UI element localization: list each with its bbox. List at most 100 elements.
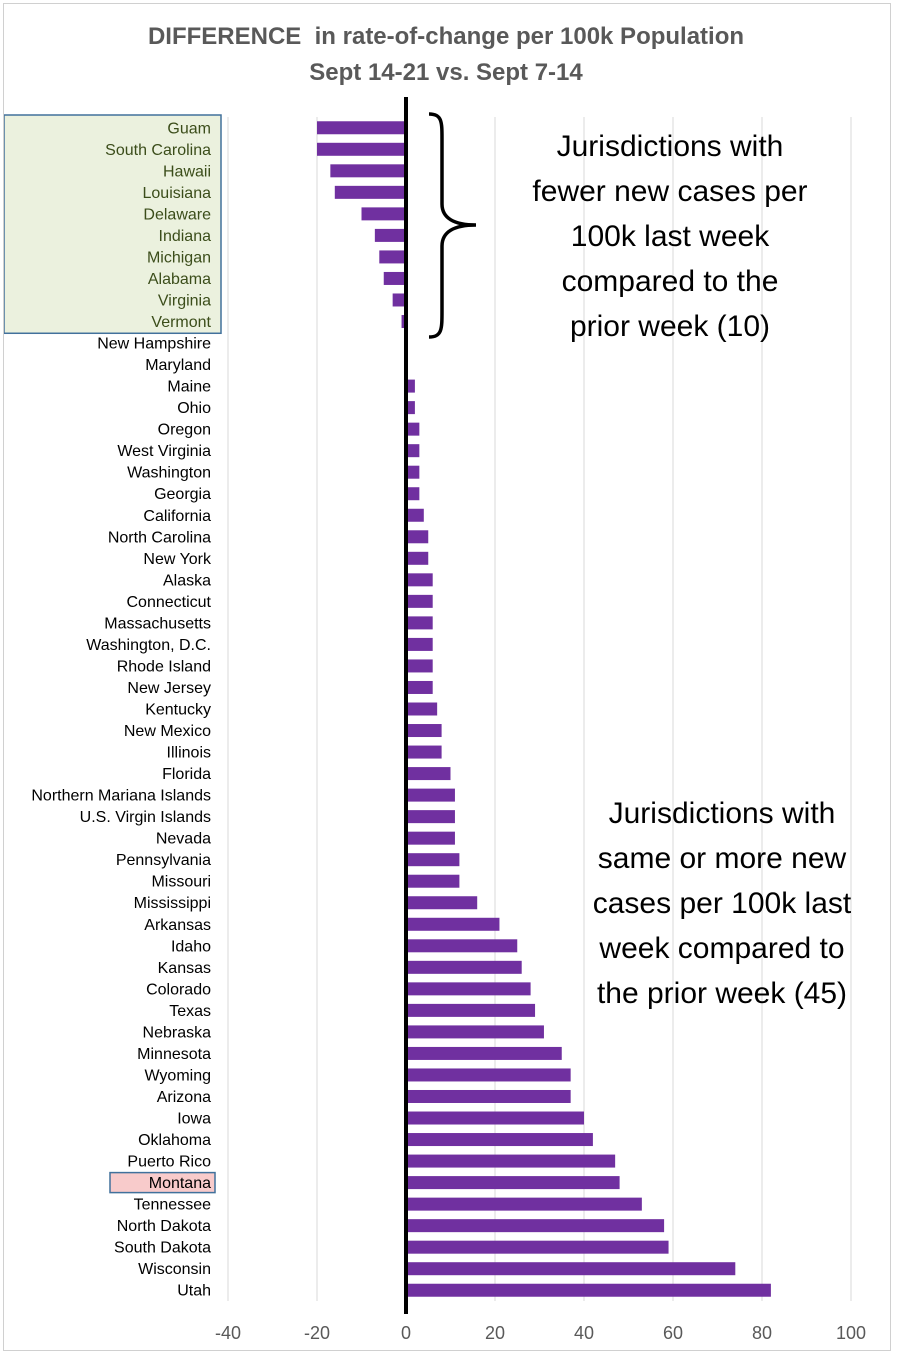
bar xyxy=(406,767,451,781)
bars xyxy=(317,121,771,1297)
chart-title: DIFFERENCE in rate-of-change per 100k Po… xyxy=(148,23,744,50)
category-label: Georgia xyxy=(154,486,211,503)
category-label: Minnesota xyxy=(137,1046,211,1063)
bar xyxy=(406,594,433,608)
category-label: Montana xyxy=(149,1175,211,1192)
bar xyxy=(406,939,518,953)
x-tick-label: -40 xyxy=(215,1323,241,1343)
bar xyxy=(406,917,500,931)
bar xyxy=(406,1133,593,1147)
category-label: Michigan xyxy=(147,249,211,266)
bar xyxy=(361,207,406,221)
category-label: Iowa xyxy=(177,1111,211,1128)
category-label: Oregon xyxy=(158,422,211,439)
curly-brace xyxy=(428,112,477,339)
annotation-line: fewer new cases per xyxy=(532,175,807,208)
bar xyxy=(406,616,433,630)
bar xyxy=(406,444,420,458)
bar xyxy=(406,1197,642,1211)
bar xyxy=(374,228,406,242)
annotation-line: Jurisdictions with xyxy=(557,130,784,163)
category-label: Louisiana xyxy=(143,185,212,202)
category-label: New Hampshire xyxy=(97,336,211,353)
category-label: Pennsylvania xyxy=(116,852,211,869)
bar xyxy=(406,1219,665,1233)
bar xyxy=(334,185,406,199)
category-label: West Virginia xyxy=(117,443,211,460)
category-label: Hawaii xyxy=(163,163,211,180)
bar xyxy=(406,853,460,867)
x-tick-label: 80 xyxy=(752,1323,772,1343)
bar xyxy=(406,1154,616,1168)
bar xyxy=(406,680,433,694)
annotation-more-cases: Jurisdictions with same or more new cases … xyxy=(593,797,852,1010)
category-label: California xyxy=(143,508,211,525)
bar xyxy=(406,896,478,910)
highlight-box-group xyxy=(4,114,222,335)
bar xyxy=(406,465,420,479)
bar-chart: Guam South Carolina Hawaii Louisiana Delawar… xyxy=(4,23,866,1343)
category-label: North Carolina xyxy=(108,529,211,546)
bar xyxy=(406,530,429,544)
x-axis-ticks: -40 -20 0 20 40 60 80 100 xyxy=(215,1323,866,1343)
annotation-line: same or more new xyxy=(598,842,847,875)
annotation-line: week compared to xyxy=(598,932,844,965)
category-label: U.S. Virgin Islands xyxy=(80,809,211,826)
category-label: Delaware xyxy=(143,206,211,223)
category-label: Missouri xyxy=(151,874,211,891)
bar xyxy=(406,874,460,888)
category-label: Idaho xyxy=(171,938,211,955)
chart-frame: Guam South Carolina Hawaii Louisiana Delawar… xyxy=(3,3,891,1351)
category-label: Alaska xyxy=(163,572,211,589)
category-label: Maine xyxy=(167,379,211,396)
category-label: Alabama xyxy=(148,271,211,288)
category-label: North Dakota xyxy=(117,1218,211,1235)
x-tick-label: 20 xyxy=(485,1323,505,1343)
bar xyxy=(317,142,406,156)
category-label: South Carolina xyxy=(105,142,211,159)
annotation-line: Jurisdictions with xyxy=(609,797,836,830)
x-tick-label: 100 xyxy=(836,1323,866,1343)
bar xyxy=(392,293,406,307)
bar xyxy=(406,1240,669,1254)
annotation-fewer-cases: Jurisdictions with fewer new cases per 100… xyxy=(532,130,807,343)
category-label: Utah xyxy=(177,1283,211,1300)
category-label: Maryland xyxy=(145,357,211,374)
x-tick-label: 40 xyxy=(574,1323,594,1343)
bar xyxy=(406,960,522,974)
category-labels: Guam South Carolina Hawaii Louisiana Delawar… xyxy=(31,120,212,1299)
bar xyxy=(383,271,406,285)
highlight-box-montana xyxy=(109,1171,216,1194)
bar xyxy=(406,724,442,738)
category-label: Texas xyxy=(169,1003,211,1020)
bar xyxy=(406,982,531,996)
bar xyxy=(406,1262,736,1276)
category-label: Colorado xyxy=(146,981,211,998)
category-label: Arizona xyxy=(157,1089,211,1106)
bar xyxy=(330,164,406,178)
bar xyxy=(406,401,415,415)
category-label: Ohio xyxy=(177,400,211,417)
category-label: Nebraska xyxy=(143,1024,212,1041)
annotation-line: prior week (10) xyxy=(570,310,770,343)
category-label: Oklahoma xyxy=(138,1132,211,1149)
category-label: Wyoming xyxy=(144,1067,211,1084)
category-label: Washington, D.C. xyxy=(86,637,211,654)
x-tick-label: -20 xyxy=(304,1323,330,1343)
category-label: Washington xyxy=(127,465,211,482)
annotation-line: 100k last week xyxy=(571,220,770,253)
category-label: Guam xyxy=(167,120,211,137)
bar xyxy=(406,788,455,802)
x-tick-label: 0 xyxy=(401,1323,411,1343)
category-label: Northern Mariana Islands xyxy=(31,788,211,805)
bar xyxy=(406,379,415,393)
category-label: New York xyxy=(143,551,212,568)
x-tick-label: 60 xyxy=(663,1323,683,1343)
category-label: Kansas xyxy=(158,960,211,977)
category-label: New Jersey xyxy=(127,680,211,697)
annotation-line: the prior week (45) xyxy=(597,977,847,1010)
category-label: New Mexico xyxy=(124,723,211,740)
bar xyxy=(406,1025,544,1039)
bar xyxy=(406,1176,620,1190)
bar xyxy=(406,1283,771,1297)
